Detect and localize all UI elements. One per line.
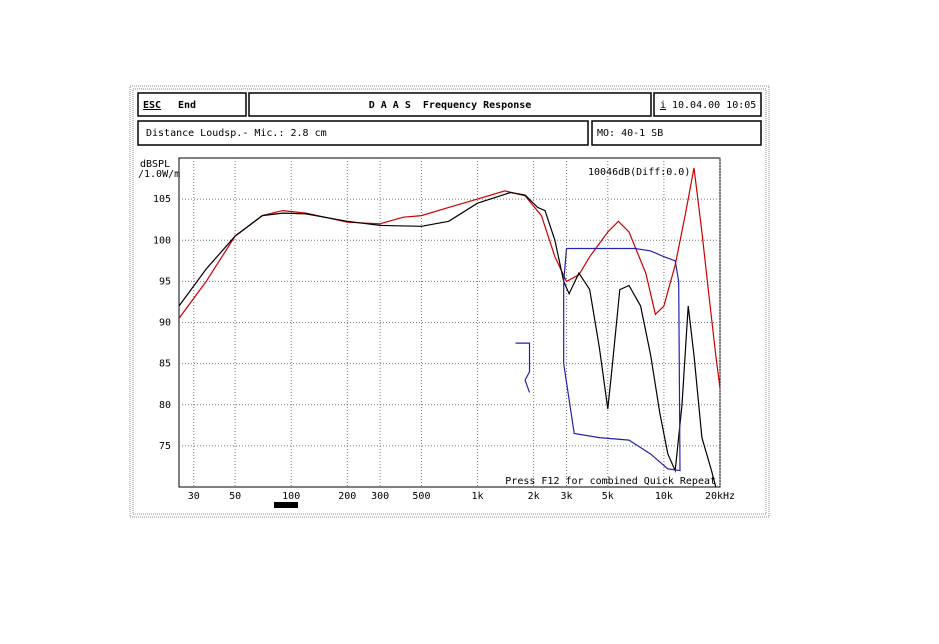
x-tick-label: 100 — [282, 491, 300, 502]
x-tick-label: 50 — [229, 491, 241, 502]
window-frame — [129, 85, 770, 518]
window-frame-inner — [132, 88, 767, 515]
y-tick-label: 85 — [159, 359, 171, 370]
x-tick-label: 1k — [472, 491, 484, 502]
x-tick-label: 20kHz — [705, 491, 735, 502]
x-tick-label: 200 — [338, 491, 356, 502]
y-tick-label: 80 — [159, 400, 171, 411]
app-title: D A A S Frequency Response — [369, 100, 532, 111]
annotation: Press F12 for combined Quick Repeat — [505, 476, 716, 487]
cursor-marker — [274, 502, 298, 508]
top-note: 10046dB(Diff:0.0) — [588, 167, 690, 178]
response-curve — [178, 191, 717, 488]
y-tick-label: 95 — [159, 276, 171, 287]
y-tick-label: 90 — [159, 318, 171, 329]
response-curve — [178, 167, 721, 389]
y-tick-label: 105 — [153, 194, 171, 205]
title-box — [248, 92, 652, 117]
info-key[interactable]: i — [660, 100, 666, 111]
esc-box — [137, 92, 247, 117]
response-curve — [515, 247, 681, 472]
y-tick-label: 100 — [153, 235, 171, 246]
x-tick-label: 10k — [655, 491, 673, 502]
y-tick-label: 75 — [159, 441, 171, 452]
date-box — [653, 92, 762, 117]
model: MO: 40-1 SB — [597, 128, 663, 139]
x-tick-label: 500 — [412, 491, 430, 502]
x-tick-label: 5k — [602, 491, 614, 502]
end-label[interactable]: End — [178, 100, 196, 111]
y-axis-unit: /1.0W/m — [138, 169, 180, 180]
y-axis-label: dBSPL — [140, 159, 170, 170]
model-box — [591, 120, 762, 146]
date: 10.04.00 10:05 — [672, 100, 756, 111]
x-tick-label: 2k — [528, 491, 540, 502]
x-tick-label: 3k — [560, 491, 572, 502]
x-tick-label: 30 — [188, 491, 200, 502]
x-tick-label: 300 — [371, 491, 389, 502]
distance-box — [137, 120, 589, 146]
esc-key[interactable]: ESC — [143, 100, 161, 111]
distance: Distance Loudsp.- Mic.: 2.8 cm — [146, 128, 327, 139]
